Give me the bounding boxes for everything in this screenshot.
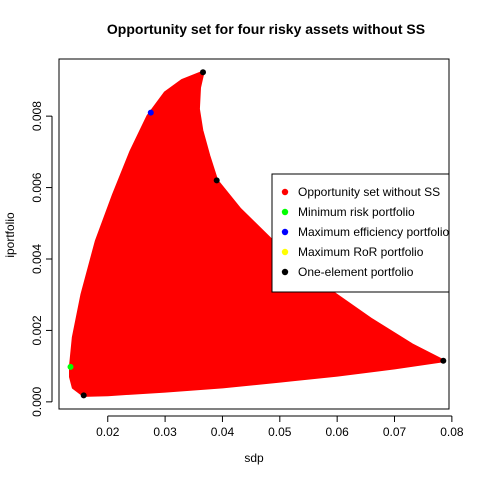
portfolio-point-1-0 [67,363,74,370]
x-tick-label-0: 0.02 [96,425,120,439]
legend: Opportunity set without SS Minimum risk p… [271,173,450,293]
legend-entry-4: One-element portfolio [298,265,414,279]
legend-marker-4 [281,268,289,276]
x-tick-label-1: 0.03 [153,425,177,439]
legend-entry-3: Maximum RoR portfolio [298,245,424,259]
y-tick-label-4: 0.008 [30,101,44,131]
x-axis-label: sdp [244,451,264,465]
opportunity-set-region [69,70,445,397]
opportunity-set-region-layer [69,70,445,397]
portfolio-point-4-1 [213,177,220,184]
y-tick-label-1: 0.002 [30,315,44,345]
legend-entry-0: Opportunity set without SS [298,185,440,199]
x-tick-label-6: 0.08 [440,425,464,439]
x-tick-label-4: 0.06 [325,425,349,439]
legend-entry-1: Minimum risk portfolio [298,205,415,219]
y-tick-label-0: 0.000 [30,387,44,417]
y-tick-label-2: 0.004 [30,244,44,274]
legend-marker-0 [281,188,289,196]
portfolio-point-4-2 [440,357,447,364]
x-axis: 0.02 0.03 0.04 0.05 0.06 0.07 0.08 [96,415,464,439]
portfolio-point-4-0 [200,69,206,76]
portfolio-point-2-0 [147,109,154,116]
x-tick-label-2: 0.04 [211,425,235,439]
chart-title: Opportunity set for four risky assets wi… [107,21,425,37]
legend-box [271,173,450,293]
legend-marker-2 [281,228,289,236]
legend-marker-1 [281,208,289,216]
y-tick-label-3: 0.006 [30,172,44,202]
x-tick-label-3: 0.05 [268,425,292,439]
y-axis-label: iportfolio [3,212,17,258]
y-axis: 0.000 0.002 0.004 0.006 0.008 [30,101,53,417]
portfolio-point-4-3 [80,392,87,399]
portfolio-points-layer [67,69,447,399]
legend-marker-3 [281,248,289,256]
legend-entry-2: Maximum efficiency portfolio [298,225,449,239]
x-tick-label-5: 0.07 [383,425,407,439]
